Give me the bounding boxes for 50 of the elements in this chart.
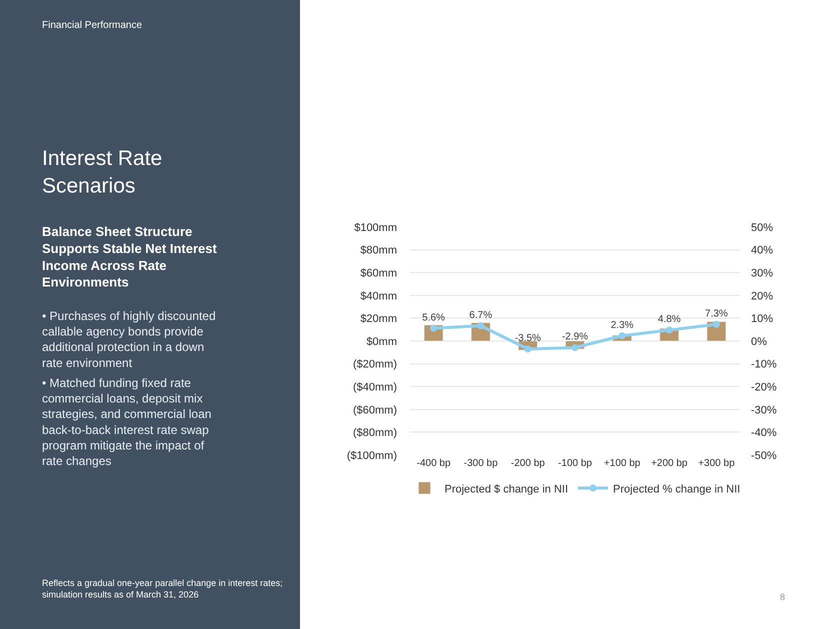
point [477, 322, 484, 330]
y-tick-label: $100mm [354, 222, 397, 234]
y2-tick-label: 40% [751, 244, 774, 257]
y2-tick-label: 20% [751, 290, 774, 302]
x-tick-label: +100 bp [604, 458, 641, 469]
y2-tick-label: 10% [751, 313, 774, 326]
x-tick-label: -100 bp [558, 458, 592, 469]
y2-tick-label: -40% [751, 427, 777, 440]
y-tick-label: ($100mm) [346, 450, 397, 462]
data-label: -2.9% [562, 332, 588, 343]
legend-label: Projected % change in NII [613, 483, 740, 496]
text: 8 [780, 592, 786, 602]
x-tick-label: +300 bp [698, 458, 736, 469]
x-tick-label: -400 bp [416, 458, 451, 469]
data-label: 5.6% [422, 312, 446, 324]
text: • Purchases of highly discounted callable agency bonds provide additional protection in a down rate environment [42, 309, 216, 370]
point [666, 326, 673, 334]
x-tick-label: -300 bp [464, 458, 498, 469]
y-tick-label: $80mm [360, 244, 397, 257]
y2-tick-label: 0% [751, 336, 768, 348]
y-tick-label: $60mm [360, 267, 397, 280]
text: • Matched funding fixed rate commercial loans, deposit mix strategies, and commercial loan back-to-back interest rate swap program mitigate the impact of rate changes [42, 376, 212, 468]
y2-tick-label: -20% [751, 381, 777, 394]
y-tick-label: $20mm [360, 313, 397, 326]
text: Reflects a gradual one-year parallel change in interest rates; simulation results as of March 31, 2026 [42, 578, 283, 600]
text: Interest Rate Scenarios [42, 147, 162, 198]
y2-tick-label: -30% [751, 404, 777, 416]
y2-tick-label: -50% [751, 450, 777, 462]
y-tick-label: ($80mm) [352, 427, 397, 440]
y-tick-label: $40mm [360, 290, 397, 302]
x-tick-label: -200 bp [510, 458, 546, 469]
point [430, 324, 438, 332]
y-tick-label: ($60mm) [352, 404, 397, 416]
y-tick-label: $0mm [366, 336, 397, 348]
text: Financial Performance [42, 20, 142, 31]
x-tick-label: +200 bp [651, 458, 688, 469]
data-label: 6.7% [469, 310, 492, 321]
y-tick-label: ($40mm) [352, 381, 397, 394]
data-label: 7.3% [705, 308, 728, 320]
text: Balance Sheet Structure Supports Stable Net Interest Income Across Rate Environments [42, 224, 218, 290]
y2-tick-label: 30% [751, 267, 774, 280]
legend-label: Projected $ change in NII [444, 483, 568, 496]
data-label: -3.5% [514, 333, 542, 344]
data-label: 2.3% [610, 320, 634, 331]
point [712, 320, 720, 328]
data-label: 4.8% [658, 314, 681, 326]
y2-tick-label: 50% [751, 222, 774, 234]
y2-tick-label: -10% [751, 358, 777, 371]
point [618, 332, 626, 340]
y-tick-label: ($20mm) [352, 358, 397, 371]
